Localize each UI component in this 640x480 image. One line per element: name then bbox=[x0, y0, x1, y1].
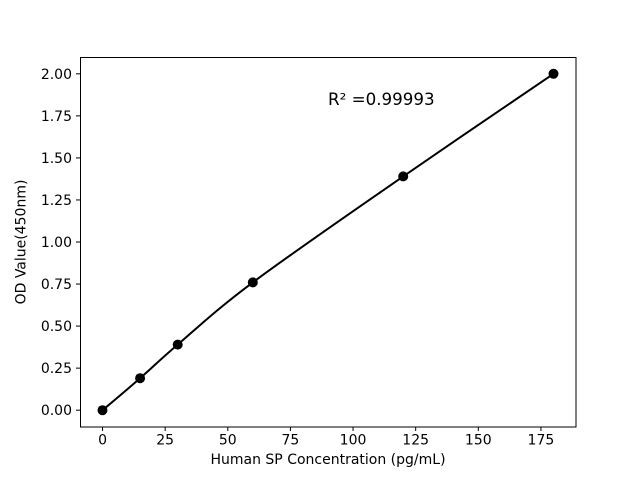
x-axis-label: Human SP Concentration (pg/mL) bbox=[210, 452, 446, 468]
x-tick-label: 75 bbox=[282, 433, 300, 449]
r-squared-annotation: R² =0.99993 bbox=[328, 89, 435, 110]
data-point-marker bbox=[247, 277, 258, 288]
y-axis-label: OD Value(450nm) bbox=[13, 179, 30, 305]
y-tick-label: 0.25 bbox=[41, 361, 72, 377]
y-tick-label: 1.50 bbox=[41, 151, 72, 167]
y-tick-label: 2.00 bbox=[41, 67, 72, 83]
y-tick-label: 0.00 bbox=[41, 403, 72, 419]
data-point-marker bbox=[97, 405, 108, 416]
data-point-marker bbox=[135, 373, 146, 384]
data-point-marker bbox=[172, 339, 183, 350]
y-tick-label: 0.50 bbox=[41, 319, 72, 335]
y-tick-label: 1.00 bbox=[41, 235, 72, 251]
y-tick-label: 1.25 bbox=[41, 193, 72, 209]
data-point-marker bbox=[548, 68, 559, 79]
x-tick-label: 175 bbox=[528, 433, 555, 449]
y-tick-label: 1.75 bbox=[41, 109, 72, 125]
standard-curve-line bbox=[101, 72, 555, 412]
y-tick-label: 0.75 bbox=[41, 277, 72, 293]
x-tick-label: 100 bbox=[340, 433, 367, 449]
x-tick-label: 0 bbox=[98, 433, 107, 449]
x-tick-label: 25 bbox=[156, 433, 174, 449]
x-tick-label: 50 bbox=[219, 433, 237, 449]
x-tick-label: 150 bbox=[465, 433, 492, 449]
axes-frame bbox=[80, 57, 577, 428]
data-point-marker bbox=[398, 171, 409, 182]
x-tick-label: 125 bbox=[402, 433, 429, 449]
